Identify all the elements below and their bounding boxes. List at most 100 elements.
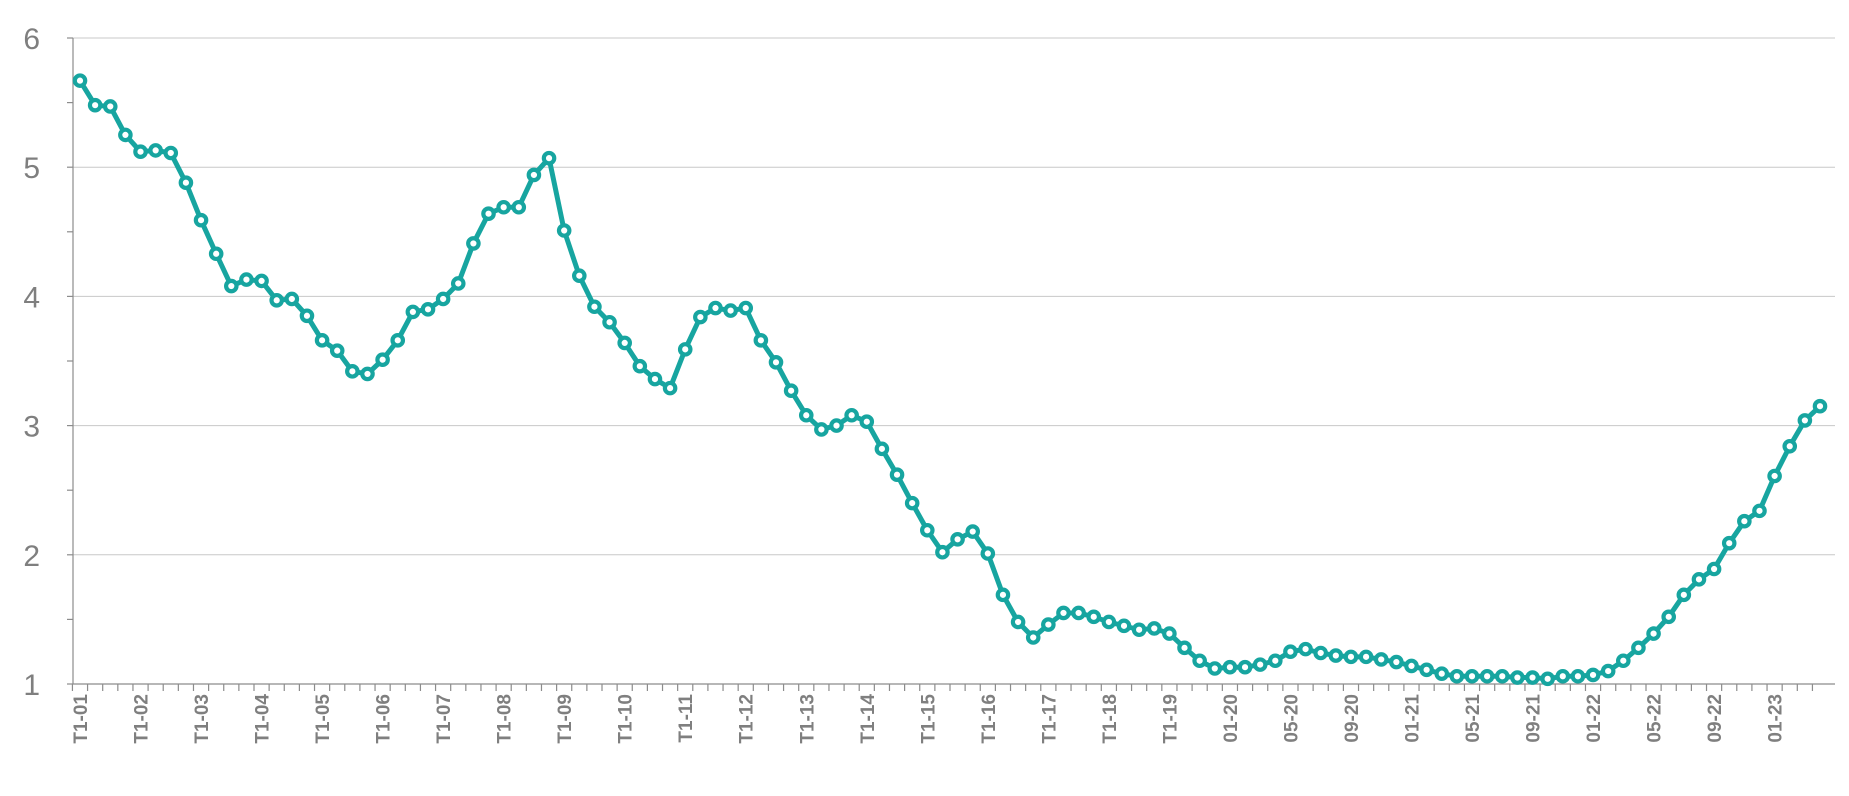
data-point <box>1600 663 1616 679</box>
data-point <box>178 175 194 190</box>
data-point <box>1721 535 1737 551</box>
data-point <box>1404 658 1419 674</box>
y-tick-label: 2 <box>23 540 40 573</box>
data-point <box>950 531 965 547</box>
x-tick-label: T1-13 <box>797 694 818 744</box>
data-point <box>693 309 708 325</box>
data-point <box>1389 654 1404 670</box>
x-tick-label: T1-14 <box>858 694 879 744</box>
data-point <box>1737 513 1752 529</box>
data-point <box>935 544 950 560</box>
x-tick-label: T1-15 <box>918 694 939 744</box>
data-point <box>768 354 784 370</box>
x-tick-label: T1-16 <box>979 694 1000 744</box>
data-point <box>1540 671 1555 687</box>
x-tick-label: T1-08 <box>495 694 516 744</box>
data-point <box>919 522 935 538</box>
data-point <box>1616 653 1631 669</box>
data-point <box>1646 626 1661 641</box>
data-point <box>1555 668 1571 684</box>
x-tick-label: T1-06 <box>374 694 395 744</box>
data-point <box>1434 666 1450 681</box>
data-point <box>738 300 754 316</box>
data-point <box>708 300 723 316</box>
data-point <box>224 278 239 294</box>
data-point <box>118 127 133 143</box>
data-point <box>1358 649 1374 665</box>
data-point <box>602 314 617 330</box>
data-point <box>783 383 799 399</box>
label-layer: 1 2 3 4 5 6 T1-01 T1-02 T1-03 T1-04 T1-05 T1-06 T1-0… <box>23 23 1786 744</box>
data-point <box>965 524 980 539</box>
data-point <box>1025 630 1041 645</box>
data-point <box>1162 626 1177 641</box>
data-point <box>874 441 890 457</box>
data-point <box>1192 653 1207 669</box>
data-point <box>1706 561 1722 577</box>
data-point <box>1585 667 1601 683</box>
data-point <box>72 73 88 88</box>
x-tick-label: 09-22 <box>1705 694 1726 743</box>
y-tick-label: 3 <box>23 411 40 444</box>
data-point <box>647 371 663 387</box>
data-point <box>1268 653 1283 669</box>
data-point <box>1782 438 1798 454</box>
data-point <box>995 587 1011 603</box>
data-point <box>1313 645 1328 661</box>
x-tick-label: T1-07 <box>434 694 455 744</box>
data-point <box>1177 640 1192 656</box>
data-point <box>148 143 163 158</box>
x-tick-label: 09-20 <box>1342 694 1363 743</box>
data-point <box>420 302 436 317</box>
data-point <box>587 299 602 315</box>
data-point <box>753 333 769 348</box>
data-point <box>1479 668 1495 684</box>
data-point <box>1041 617 1056 632</box>
data-point <box>541 150 557 166</box>
series-layer <box>72 73 1828 687</box>
data-point <box>1570 668 1586 684</box>
data-point <box>1252 657 1268 672</box>
data-point <box>1116 618 1132 634</box>
data-point <box>1237 659 1253 675</box>
x-tick-label: 05-20 <box>1281 694 1302 743</box>
data-point <box>102 99 118 114</box>
data-point <box>814 422 829 437</box>
data-point <box>859 414 875 430</box>
data-point <box>798 407 814 423</box>
data-point <box>1328 648 1344 663</box>
data-point <box>87 97 103 113</box>
data-point <box>496 199 511 215</box>
data-point <box>345 364 360 379</box>
grid-layer <box>73 37 1835 556</box>
data-point <box>1373 652 1389 667</box>
data-point <box>239 272 254 287</box>
data-point <box>723 303 738 318</box>
data-point <box>435 291 451 307</box>
data-point <box>1797 413 1813 428</box>
data-point <box>526 167 542 183</box>
data-point <box>980 546 996 561</box>
data-point <box>284 291 300 307</box>
data-point <box>390 333 406 348</box>
data-point <box>1419 662 1434 678</box>
data-point <box>844 407 859 423</box>
data-point <box>1812 398 1828 414</box>
data-point <box>360 366 375 382</box>
data-point <box>481 206 496 222</box>
series-line <box>77 78 1823 682</box>
x-tick-label: T1-10 <box>616 694 637 744</box>
data-point <box>1101 614 1117 630</box>
x-tick-label: T1-03 <box>192 694 213 744</box>
data-point <box>1010 614 1026 630</box>
data-point <box>1071 605 1086 621</box>
data-point <box>208 246 224 262</box>
data-point <box>405 304 421 320</box>
data-point <box>829 418 844 433</box>
x-tick-label: T1-11 <box>676 694 697 743</box>
data-point <box>329 343 345 358</box>
data-point <box>556 223 572 238</box>
data-point <box>617 335 632 351</box>
